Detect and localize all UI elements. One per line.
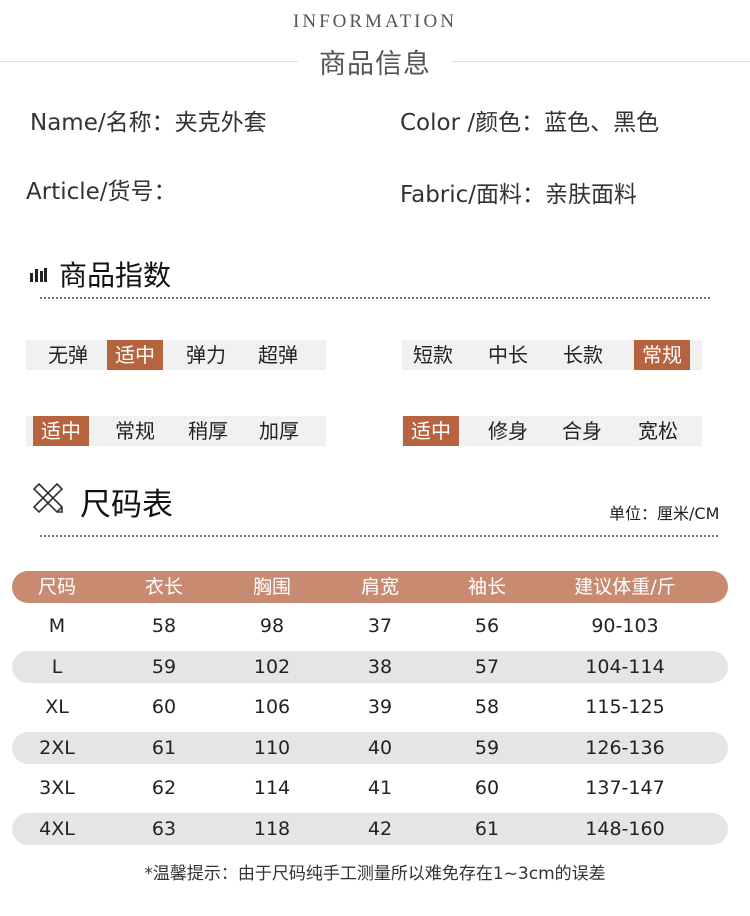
scale-option: 常规 [115,419,155,443]
table-cell: 60 [474,777,500,800]
size-table-header: 尺码 衣长 胸围 肩宽 袖长 建议体重/斤 [12,571,728,603]
scale-option: 长款 [563,343,603,367]
table-row: L 59 102 38 57 104-114 [12,650,728,683]
dotted-divider [40,297,710,299]
table-cell: 62 [151,777,177,800]
scale-option: 合身 [562,419,602,443]
table-row: 2XL 61 110 40 59 126-136 [12,731,728,764]
table-row: 3XL 62 114 41 60 137-147 [12,772,728,804]
table-cell: L [51,655,63,678]
table-cell: 61 [474,818,500,840]
table-row: M 58 98 37 56 90-103 [12,610,728,642]
table-cell: 61 [151,736,177,759]
scale-option: 中长 [488,343,528,367]
column-header: 衣长 [144,576,183,598]
divider [452,61,750,62]
table-cell: 115-125 [585,696,665,719]
scale-option: 修身 [488,419,528,443]
table-cell: 104-114 [585,655,665,678]
scale-option-selected: 适中 [107,340,163,370]
scale-option-selected: 适中 [403,416,459,446]
index-scale: 短款 中长 长款 常规 [402,340,702,370]
table-cell: 59 [151,655,177,678]
column-header: 建议体重/斤 [574,576,676,598]
table-cell: 63 [151,818,177,840]
scale-option: 短款 [413,343,453,367]
info-fabric: Fabric/面料：亲肤面料 [400,182,638,208]
size-title: 尺码表 [80,487,173,523]
table-cell: 90-103 [591,615,659,637]
header-cn: 商品信息 [319,49,431,80]
scale-option: 超弹 [258,343,298,367]
column-header: 肩宽 [360,576,399,598]
table-cell: 148-160 [585,818,665,840]
scale-option: 弹力 [186,343,226,367]
table-cell: 57 [474,655,500,678]
table-cell: 39 [367,696,393,719]
info-name: Name/名称：夹克外套 [30,110,267,136]
dotted-divider [40,535,718,537]
table-cell: 106 [253,696,291,719]
table-cell: 114 [253,777,291,800]
table-cell: 60 [151,696,177,719]
table-cell: 3XL [39,777,75,800]
table-cell: 58 [474,696,500,719]
column-header: 尺码 [37,576,76,598]
scale-option: 稍厚 [188,419,228,443]
info-article: Article/货号： [26,179,177,205]
column-header: 胸围 [252,576,291,598]
table-cell: 56 [474,615,500,637]
table-cell: 37 [367,615,393,637]
size-note: *温馨提示：由于尺码纯手工测量所以难免存在1~3cm的误差 [144,864,606,884]
table-cell: 137-147 [585,777,665,800]
index-scale: 适中 常规 稍厚 加厚 [26,416,326,446]
header-en: INFORMATION [293,11,457,32]
index-scale: 适中 修身 合身 宽松 [402,416,702,446]
table-cell: XL [45,696,69,719]
scale-option-selected: 常规 [634,340,690,370]
table-row: XL 60 106 39 58 115-125 [12,691,728,723]
unit-label: 单位：厘米/CM [609,504,720,523]
table-cell: 38 [367,655,393,678]
scale-option: 加厚 [259,419,299,443]
table-cell: 126-136 [585,736,665,759]
table-cell: 40 [367,736,393,759]
table-cell: 2XL [39,736,75,759]
column-header: 袖长 [467,576,506,598]
table-cell: 59 [474,736,500,759]
scale-option: 无弹 [48,343,88,367]
index-title: 商品指数 [59,259,172,292]
index-scale: 无弹 适中 弹力 超弹 [26,340,326,370]
table-cell: M [48,615,66,637]
table-cell: 4XL [39,818,75,840]
table-cell: 102 [253,655,291,678]
table-cell: 58 [151,615,177,637]
ruler-pencil-icon [32,482,64,514]
table-cell: 118 [253,818,291,840]
table-cell: 110 [253,736,291,759]
table-cell: 41 [367,777,393,800]
scale-option: 宽松 [638,419,678,443]
divider [0,61,298,62]
scale-option-selected: 适中 [33,416,89,446]
table-cell: 42 [367,818,393,840]
info-color: Color /颜色：蓝色、黑色 [400,110,660,136]
table-row: 4XL 63 118 42 61 148-160 [12,813,728,845]
bar-chart-icon [30,268,47,282]
table-cell: 98 [259,615,285,637]
